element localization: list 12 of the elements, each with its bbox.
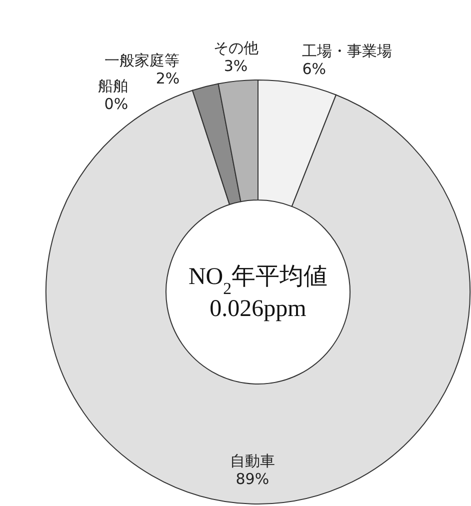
text: 0.026ppm — [210, 296, 307, 322]
data-label: 3% — [224, 57, 248, 76]
data-label: 89% — [236, 470, 270, 488]
slice-label: 一般家庭等 — [104, 51, 180, 70]
data-label: 6% — [302, 60, 326, 78]
text: NO$_{2}$年平均値 — [188, 264, 328, 298]
slice-label: 工場・事業場 — [302, 42, 392, 60]
slice-label: その他 — [213, 39, 258, 58]
data-label: 2% — [156, 69, 180, 88]
text: 0% — [104, 94, 128, 113]
slice-label: 自動車 — [230, 452, 275, 470]
category-label: 船舶 — [98, 76, 128, 95]
